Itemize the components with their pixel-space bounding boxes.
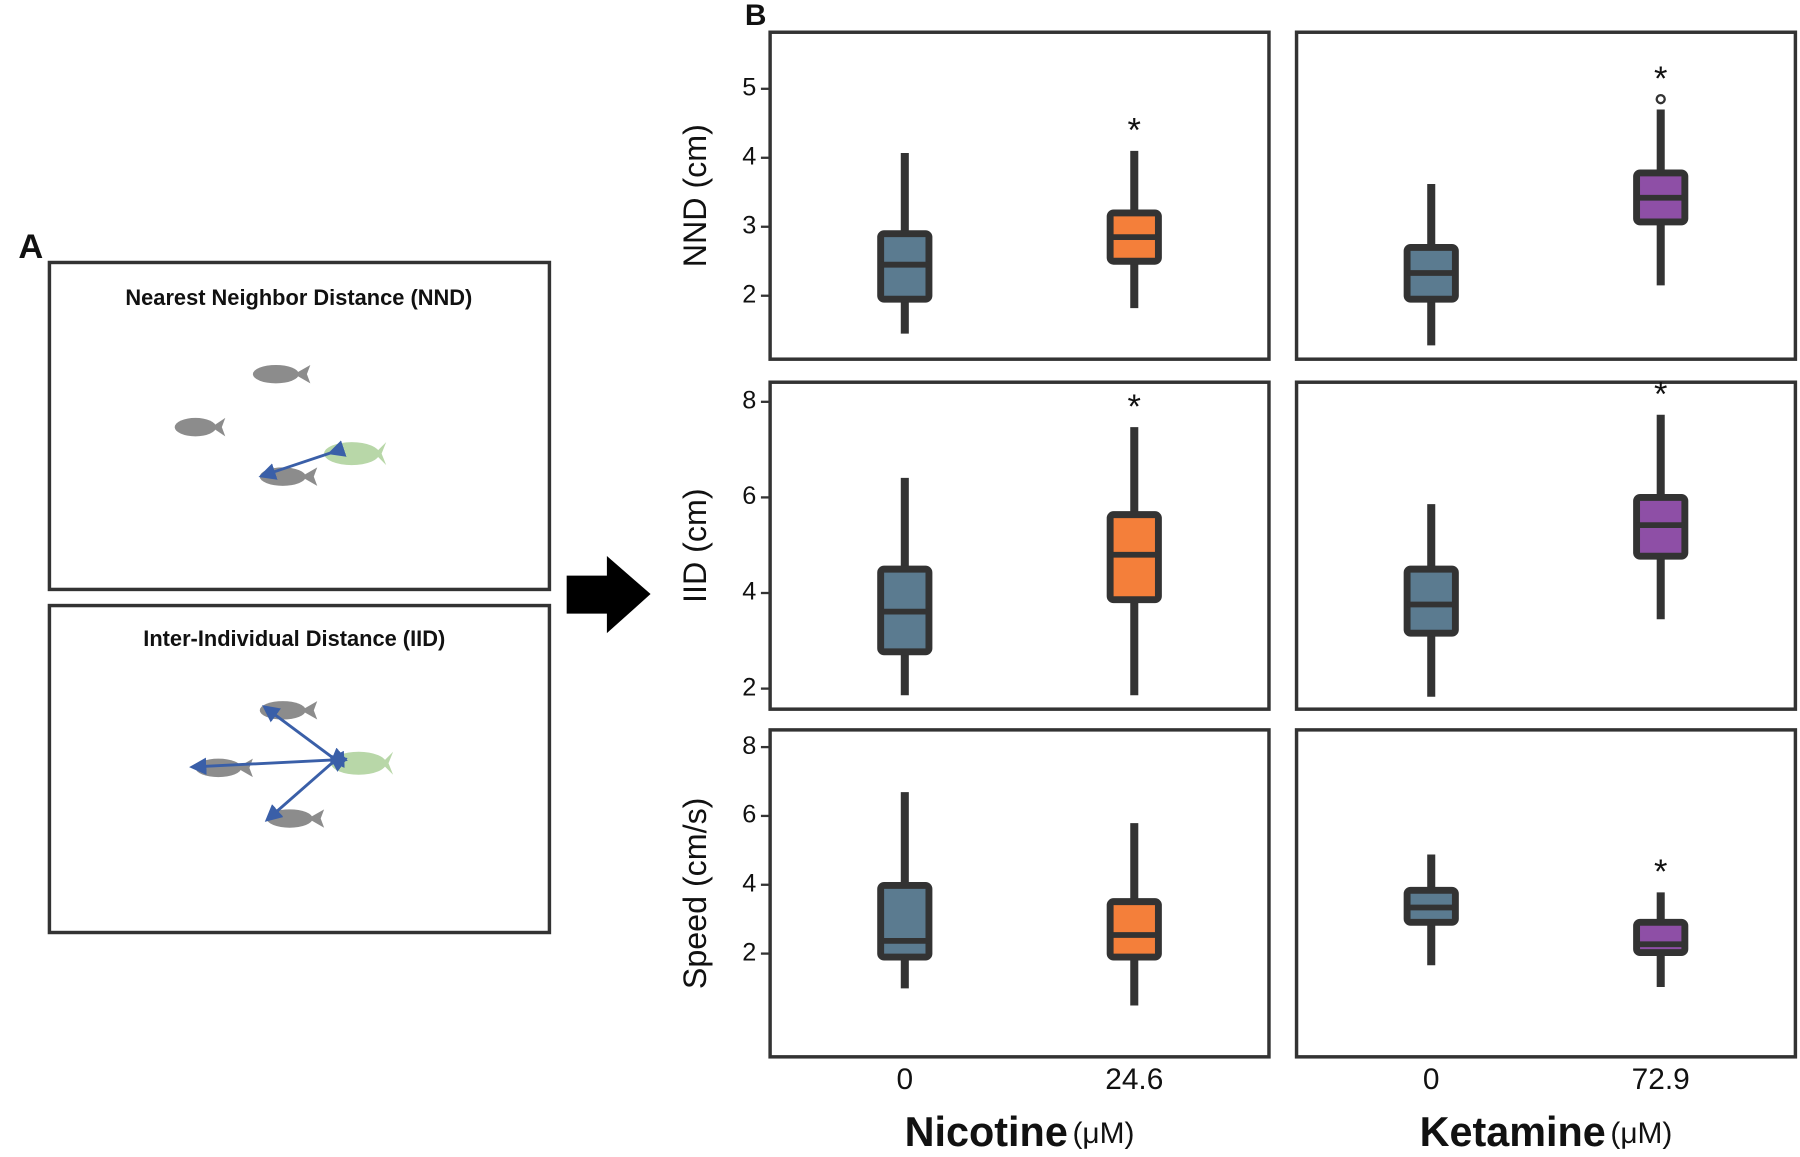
box [1633,918,1689,957]
box-plot [877,152,933,334]
x-tick-label: 72.9 [1632,1063,1690,1096]
y-axis-label: Speed (cm/s) [677,798,713,990]
x-axis-name: Nicotine [905,1109,1068,1155]
panel-frame [1294,30,1798,361]
box-plot: * [1106,388,1162,696]
y-tick-label: 2 [742,280,756,308]
panel-label: B [745,0,767,32]
fish-group [189,701,394,828]
box-plot [1106,823,1162,1006]
box-plot [1403,504,1459,697]
y-axis-label: IID (cm) [677,488,713,603]
diagram-title: Nearest Neighbor Distance (NND) [125,285,472,310]
x-tick-label: 24.6 [1105,1063,1163,1096]
y-tick-label: 8 [742,732,756,760]
y-tick-label: 2 [742,673,756,701]
box-plot [877,477,933,696]
diagram-title: Inter-Individual Distance (IID) [143,626,445,651]
box-plot [877,792,933,989]
y-tick-label: 6 [742,482,756,510]
panel-frame [1294,728,1798,1059]
diagram-box [47,603,552,935]
box-plot: * [1106,112,1162,309]
panel-label: A [18,228,43,266]
y-tick-label: 6 [742,801,756,829]
box [1403,565,1459,637]
x-axis-unit: (μM) [1610,1117,1672,1150]
x-axis-label: Nicotine (μM) [905,1109,1135,1155]
significance-star: * [1128,388,1141,426]
box-plot [1403,183,1459,346]
fish-group [174,364,387,486]
y-tick-label: 4 [742,142,756,170]
box-plot: * [1633,60,1689,286]
box-plot: * [1633,375,1689,620]
panel-frame [768,30,1271,361]
panel-frame [1294,380,1798,711]
x-tick-label: 0 [896,1063,913,1096]
x-tick-label: 0 [1423,1063,1440,1096]
significance-star: * [1654,853,1667,891]
x-axis-unit: (μM) [1072,1117,1134,1150]
panel-frame [768,380,1271,711]
y-tick-label: 4 [742,578,756,606]
y-tick-label: 3 [742,211,756,239]
panel-frame [768,728,1271,1059]
y-tick-label: 2 [742,938,756,966]
y-tick-label: 8 [742,386,756,414]
box-plot [1403,854,1459,966]
box [877,881,933,961]
box [1106,898,1162,961]
significance-star: * [1654,375,1667,413]
diagram-box [47,260,552,592]
y-tick-label: 5 [742,73,756,101]
arrow [566,556,651,634]
x-axis-label: Ketamine (μM) [1420,1109,1673,1155]
x-axis-name: Ketamine [1420,1109,1606,1155]
outlier [1655,93,1666,105]
box-plot: * [1633,853,1689,987]
y-tick-label: 4 [742,869,756,897]
y-axis-label: NND (cm) [677,124,713,267]
significance-star: * [1128,112,1141,150]
significance-star: * [1654,60,1667,98]
